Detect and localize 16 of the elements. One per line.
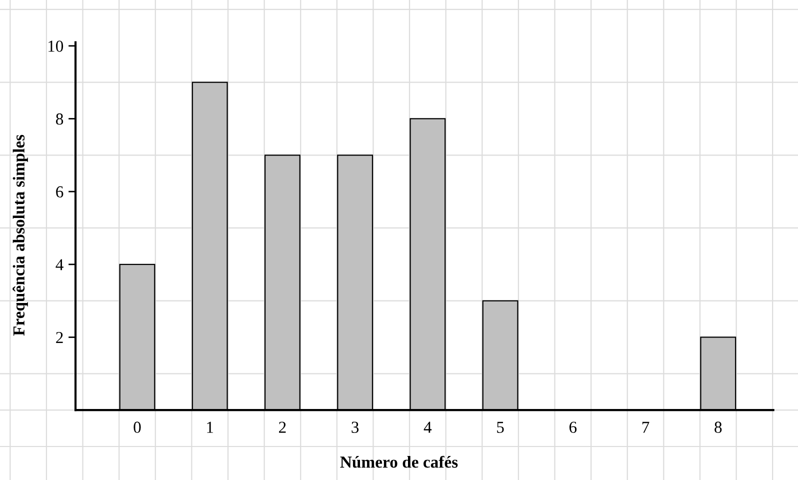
x-tick-label: 5 [497, 422, 504, 433]
x-axis-title: Número de cafés [340, 456, 458, 468]
y-axis-title: Frequência absoluta simples [12, 134, 28, 336]
x-tick-label: 1 [207, 422, 214, 433]
y-tick-label: 10 [48, 40, 64, 52]
x-tick-label: 2 [279, 422, 286, 433]
x-tick-label: 0 [134, 422, 141, 433]
x-tick-label: 7 [642, 422, 650, 433]
y-tick-label: 8 [56, 113, 64, 125]
y-tick-label: 2 [56, 332, 63, 344]
y-tick-label: 4 [56, 259, 64, 270]
y-tick-label: 6 [56, 186, 64, 198]
x-tick-label: 4 [424, 422, 432, 433]
x-tick-label: 6 [569, 422, 577, 433]
x-tick-label: 8 [714, 422, 722, 433]
x-tick-label: 3 [352, 422, 359, 433]
